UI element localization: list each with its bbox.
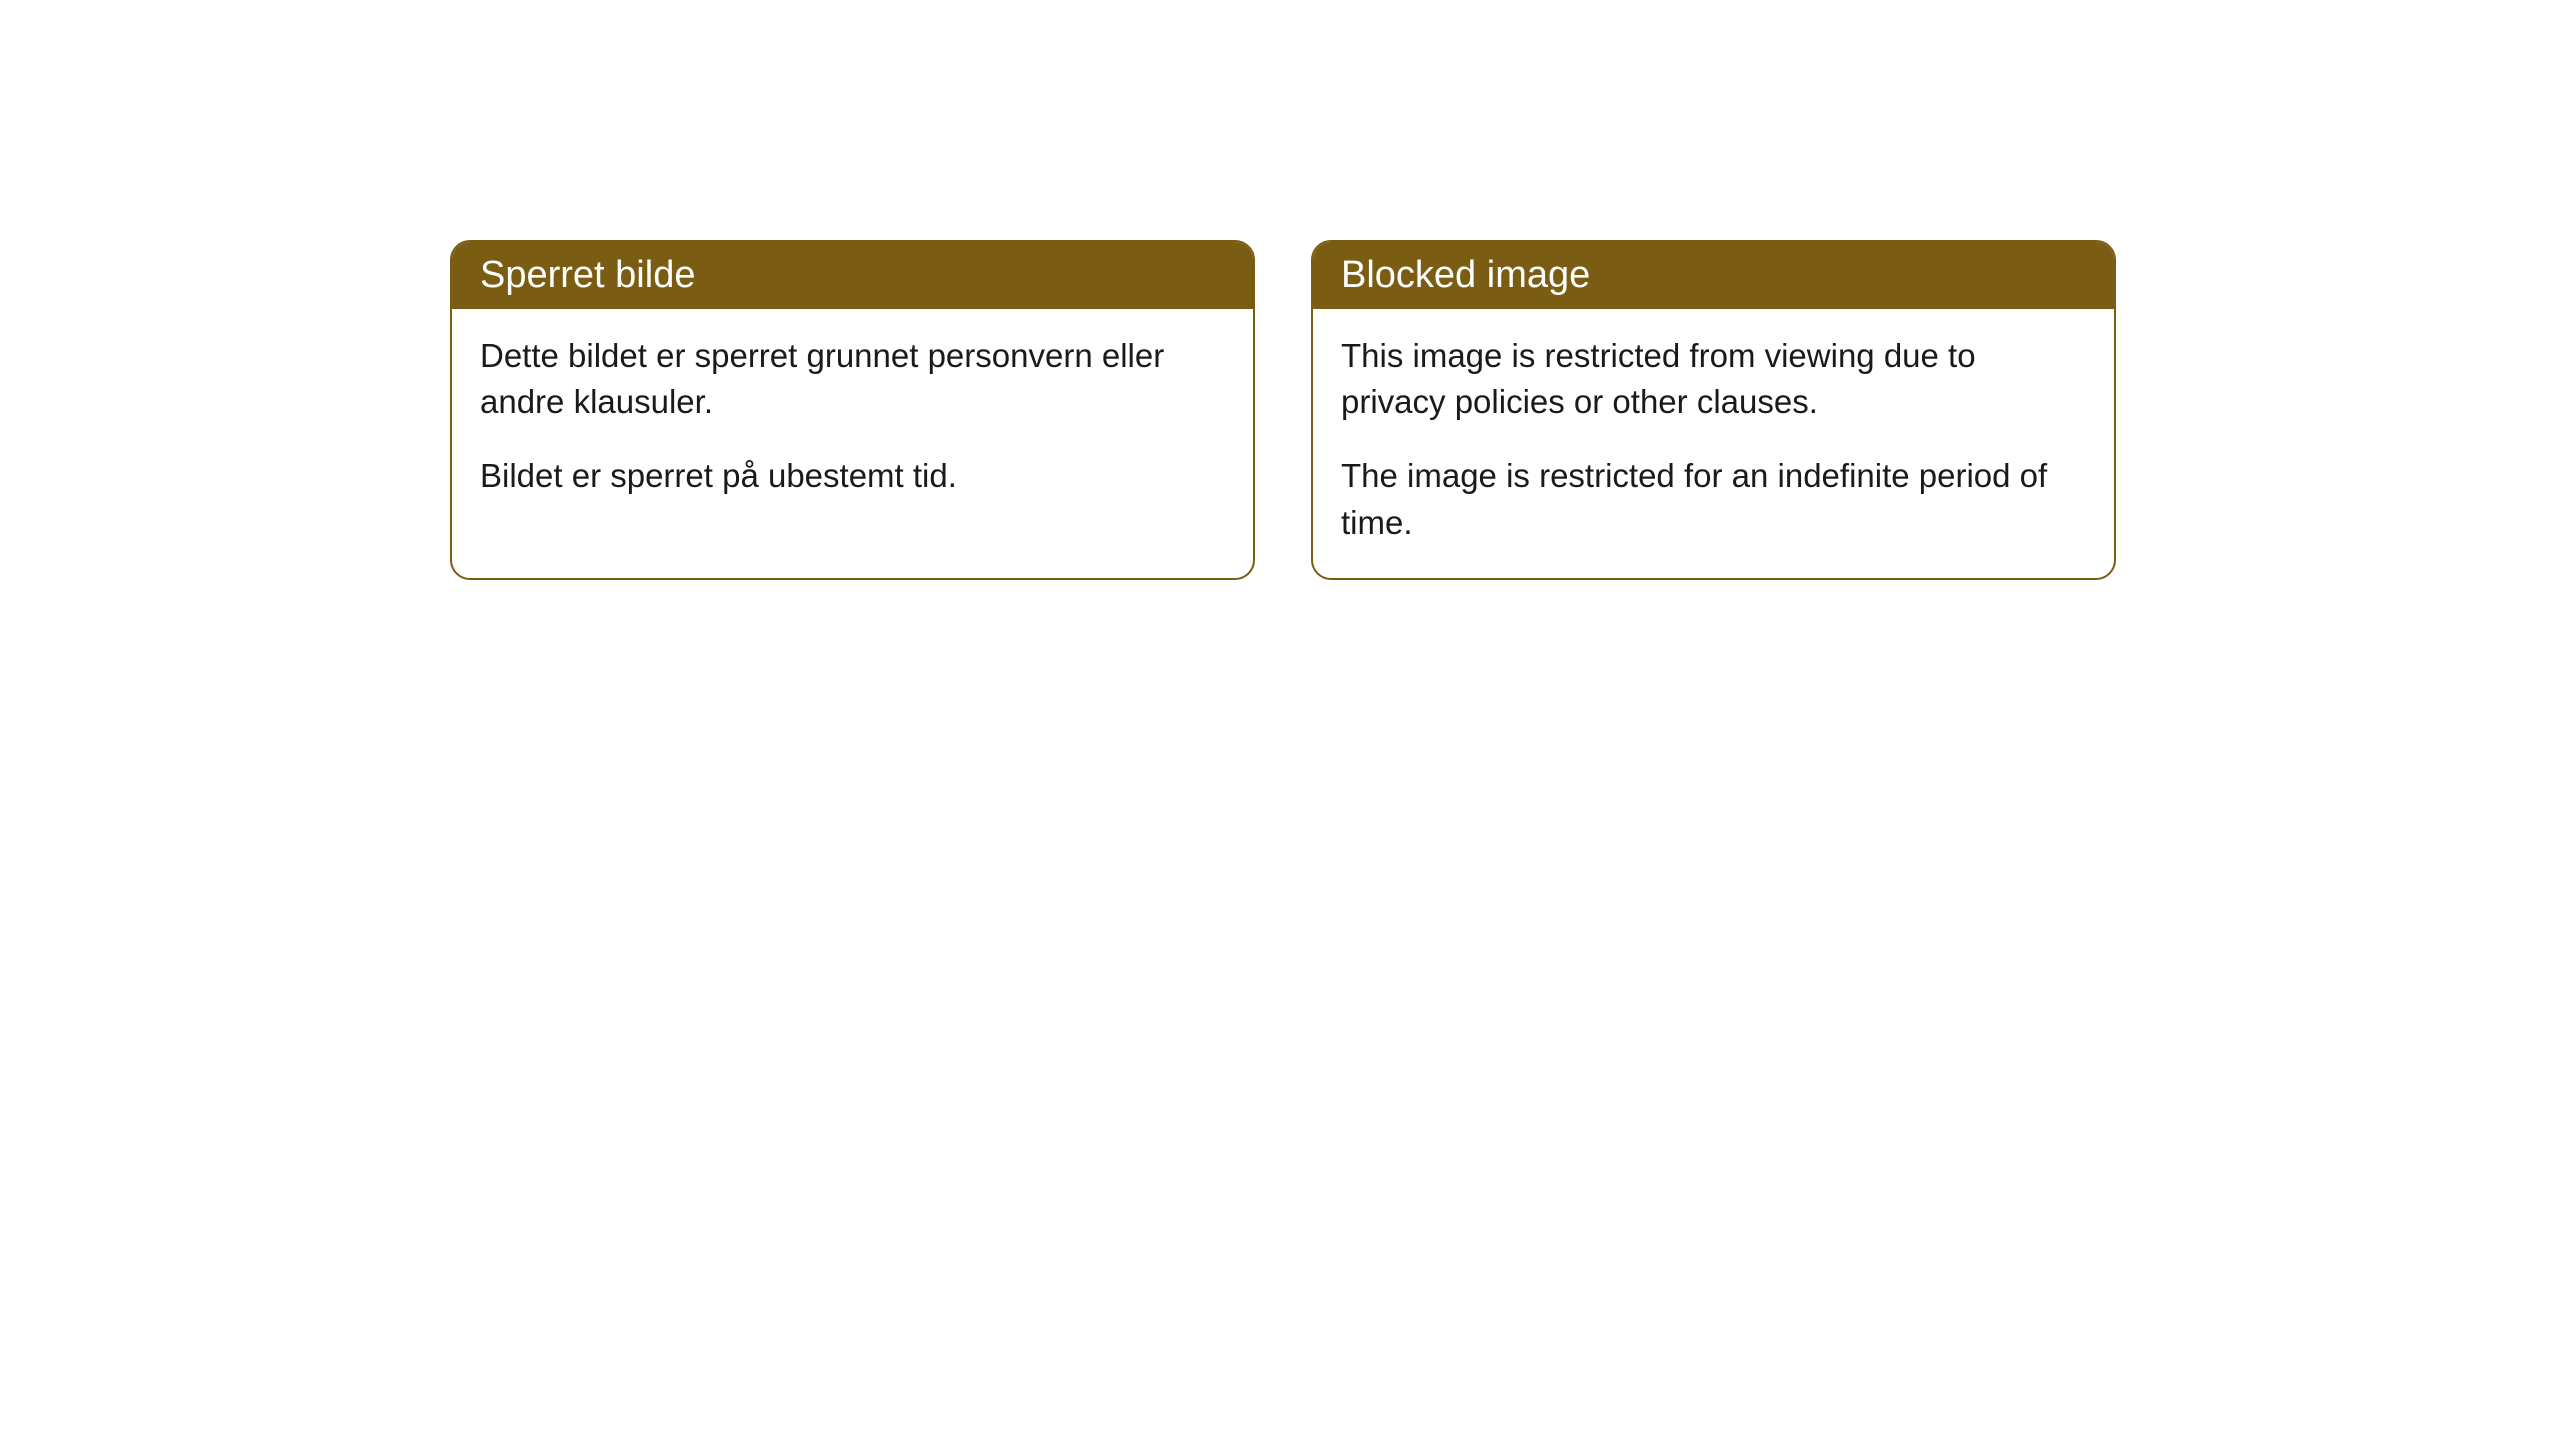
card-paragraph: This image is restricted from viewing du… bbox=[1341, 333, 2086, 425]
card-norwegian: Sperret bilde Dette bildet er sperret gr… bbox=[450, 240, 1255, 580]
card-english: Blocked image This image is restricted f… bbox=[1311, 240, 2116, 580]
card-body-english: This image is restricted from viewing du… bbox=[1313, 309, 2114, 578]
card-header-norwegian: Sperret bilde bbox=[452, 242, 1253, 309]
card-paragraph: Dette bildet er sperret grunnet personve… bbox=[480, 333, 1225, 425]
card-body-norwegian: Dette bildet er sperret grunnet personve… bbox=[452, 309, 1253, 532]
card-paragraph: The image is restricted for an indefinit… bbox=[1341, 453, 2086, 545]
cards-container: Sperret bilde Dette bildet er sperret gr… bbox=[450, 240, 2116, 580]
card-paragraph: Bildet er sperret på ubestemt tid. bbox=[480, 453, 1225, 499]
card-header-english: Blocked image bbox=[1313, 242, 2114, 309]
